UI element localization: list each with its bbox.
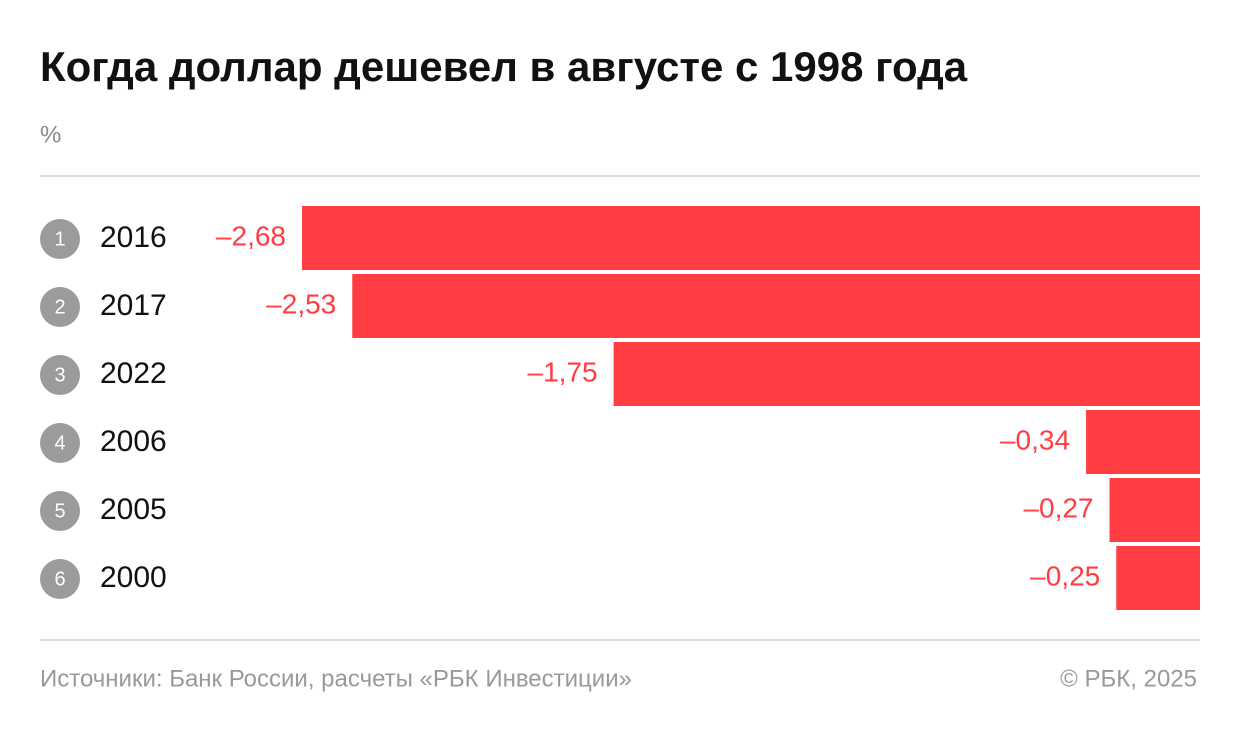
category-label: 2005 xyxy=(100,493,167,526)
rank-badge xyxy=(40,287,80,327)
copyright: © РБК, 2025 xyxy=(1060,665,1197,692)
bar xyxy=(302,206,1200,270)
unit-label: % xyxy=(40,121,61,148)
rank-number: 5 xyxy=(54,500,65,522)
category-label: 2022 xyxy=(100,357,167,390)
bar xyxy=(1109,478,1200,542)
chart-title: Когда доллар дешевел в августе с 1998 го… xyxy=(40,43,968,90)
category-label: 2000 xyxy=(100,561,167,594)
category-label: 2017 xyxy=(100,289,167,322)
rank-badge xyxy=(40,219,80,259)
rank-number: 1 xyxy=(54,228,65,250)
value-label: –2,53 xyxy=(266,288,336,319)
rank-number: 3 xyxy=(54,364,65,386)
category-label: 2006 xyxy=(100,425,167,458)
value-label: –0,27 xyxy=(1023,492,1093,523)
source: Источники: Банк России, расчеты «РБК Инв… xyxy=(40,665,632,692)
value-label: –1,75 xyxy=(528,356,598,387)
value-label: –0,34 xyxy=(1000,424,1070,455)
rank-badge xyxy=(40,559,80,599)
rank-badge xyxy=(40,355,80,395)
value-label: –2,68 xyxy=(216,220,286,251)
rank-badge xyxy=(40,423,80,463)
bar xyxy=(1116,546,1200,610)
value-label: –0,25 xyxy=(1030,560,1100,591)
bar xyxy=(352,274,1200,338)
rank-number: 2 xyxy=(54,296,65,318)
bar xyxy=(1086,410,1200,474)
rank-number: 4 xyxy=(54,432,65,454)
rank-badge xyxy=(40,491,80,531)
bar xyxy=(613,342,1200,406)
category-label: 2016 xyxy=(100,221,167,254)
rank-number: 6 xyxy=(54,568,65,590)
